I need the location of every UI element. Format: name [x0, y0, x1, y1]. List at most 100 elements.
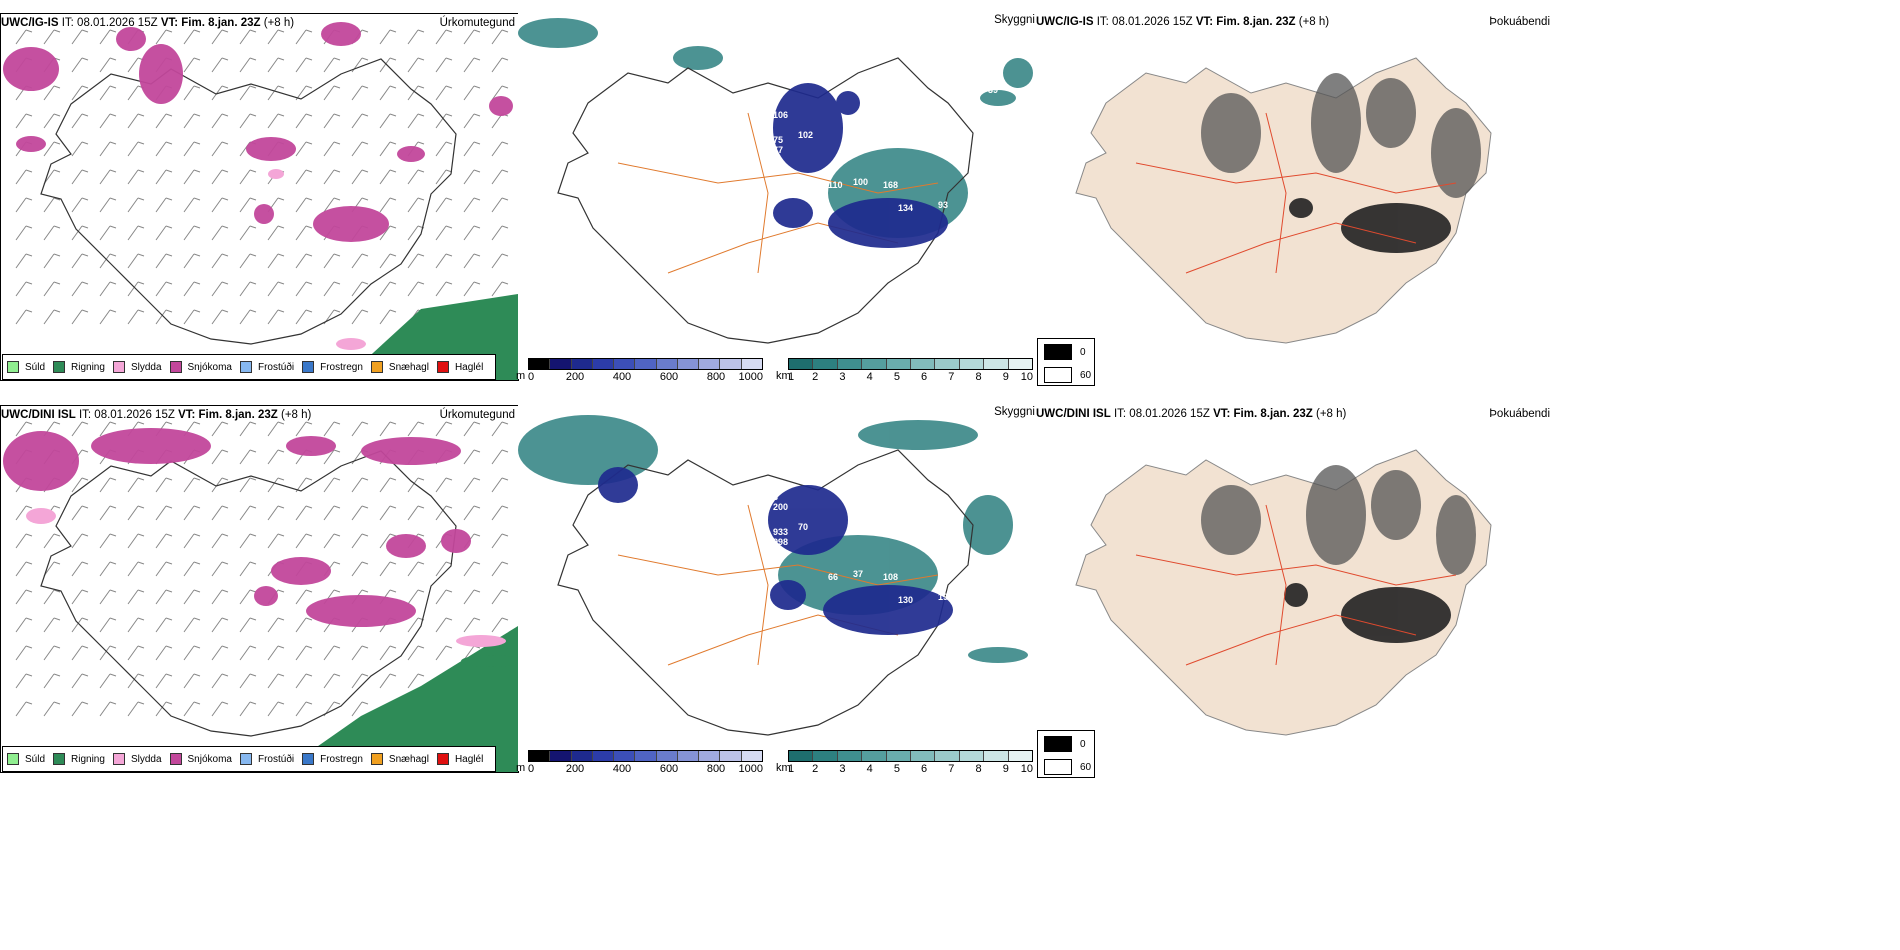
legend-swatch — [302, 753, 315, 765]
wind-barb — [15, 589, 33, 605]
wind-barb — [15, 281, 33, 297]
wind-barb — [295, 701, 313, 717]
scale-tick-label: 3 — [839, 763, 846, 775]
legend-swatch — [7, 753, 19, 765]
wind-barb — [183, 225, 201, 241]
legend-item: Súld — [7, 753, 45, 765]
scale-bin — [959, 359, 985, 369]
wind-barb — [155, 141, 173, 157]
scale-bin — [837, 751, 863, 761]
legend-label: Frostregn — [320, 753, 363, 765]
wind-barb — [239, 505, 257, 521]
wind-barb — [211, 309, 229, 325]
legend-swatch — [53, 361, 66, 373]
scale-tick-label: 7 — [948, 371, 955, 383]
wind-barb — [463, 113, 481, 129]
wind-barb — [463, 589, 481, 605]
wind-barb — [71, 561, 89, 577]
wind-barb — [211, 421, 229, 437]
legend-item: Snjókoma — [169, 361, 232, 373]
scale-tick-label: 600 — [659, 371, 679, 383]
wind-barb — [99, 197, 117, 213]
legend-item: Frostúði — [239, 753, 294, 765]
wind-barb — [15, 169, 33, 185]
scale-tick-label: 5 — [893, 763, 900, 775]
wind-barb — [43, 281, 61, 297]
legend-item: Snjókoma — [169, 753, 232, 765]
wind-barb — [99, 589, 117, 605]
scale-bin — [720, 359, 742, 369]
wind-barb — [211, 113, 229, 129]
legend-swatch — [370, 753, 383, 765]
scale-tick-label: 200 — [565, 763, 585, 775]
wind-barb — [71, 197, 89, 213]
wind-barb — [435, 141, 453, 157]
scale-tick-label: 200 — [565, 371, 585, 383]
cloud-base-label: 102 — [798, 130, 813, 140]
fog-legend: 0 60 — [1037, 338, 1095, 386]
wind-barb — [211, 449, 229, 465]
wind-barb — [407, 85, 425, 101]
scale-bin — [813, 359, 838, 369]
wind-barb — [323, 253, 341, 269]
scale-bin — [813, 751, 838, 761]
scale-bin — [550, 359, 572, 369]
wind-barb — [491, 477, 509, 493]
wind-barb — [183, 57, 201, 73]
wind-barb — [183, 253, 201, 269]
wind-barb — [491, 113, 509, 129]
wind-barb — [127, 309, 145, 325]
legend-swatch — [436, 361, 449, 373]
scale-bin — [886, 359, 912, 369]
wind-barb — [127, 141, 145, 157]
wind-barb — [127, 645, 145, 661]
wind-barb — [267, 645, 285, 661]
wind-barb — [211, 561, 229, 577]
wind-barb — [239, 113, 257, 129]
precip-type-map-bottom — [3, 421, 518, 772]
wind-barb — [491, 29, 509, 45]
scale-tick-label: 600 — [659, 763, 679, 775]
cloud-base-label: 75 — [773, 135, 783, 145]
wind-barb — [435, 421, 453, 437]
cloud-base-label: 93 — [938, 200, 948, 210]
legend-swatch — [436, 753, 449, 765]
wind-barb — [295, 169, 313, 185]
wind-barb — [183, 113, 201, 129]
scale-tick-label: 4 — [866, 371, 873, 383]
wind-barb — [435, 617, 453, 633]
cloud-base-label: 130 — [898, 595, 913, 605]
wind-barb — [239, 253, 257, 269]
wind-barb — [295, 57, 313, 73]
scale-tick-label: 8 — [975, 371, 982, 383]
wind-barb — [99, 281, 117, 297]
legend-item: Snæhagl — [370, 361, 429, 373]
wind-barb — [407, 113, 425, 129]
wind-barb — [99, 113, 117, 129]
scale-bin — [789, 359, 814, 369]
wind-barb — [239, 281, 257, 297]
scale-tick-label: 5 — [893, 371, 900, 383]
wind-barb — [43, 141, 61, 157]
wind-barb — [351, 253, 369, 269]
wind-barb — [323, 85, 341, 101]
wind-barb — [379, 477, 397, 493]
wind-barb — [99, 141, 117, 157]
wind-barb — [183, 197, 201, 213]
wind-barb — [351, 113, 369, 129]
cloud-base-label: 203 — [763, 492, 778, 502]
field-name: Þokuábendi — [1489, 408, 1550, 420]
wind-barb — [183, 309, 201, 325]
scale-tick-label: 800 — [706, 371, 726, 383]
wind-barb — [155, 589, 173, 605]
wind-barb — [99, 701, 117, 717]
wind-barb — [463, 561, 481, 577]
wind-barb — [99, 533, 117, 549]
wind-barb — [379, 505, 397, 521]
wind-barb — [71, 309, 89, 325]
wind-barb — [43, 617, 61, 633]
wind-barb — [211, 701, 229, 717]
cloud-base-label: 89 — [763, 100, 773, 110]
wind-barb — [127, 701, 145, 717]
wind-barb — [435, 29, 453, 45]
